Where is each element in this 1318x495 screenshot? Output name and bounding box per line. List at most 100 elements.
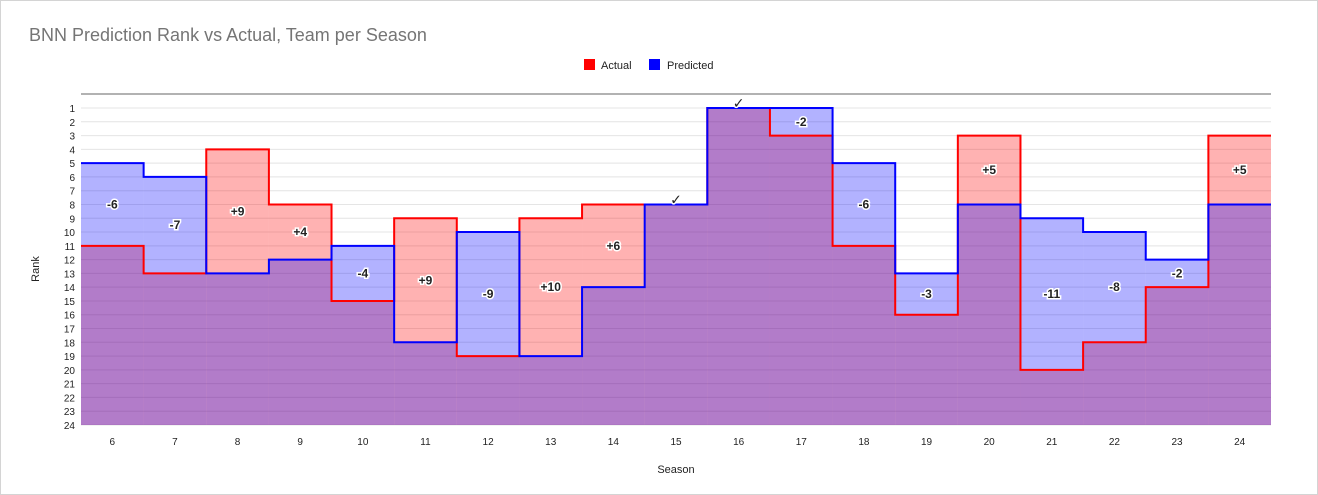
line-predicted xyxy=(81,107,1271,358)
data-label-6: -6 xyxy=(107,197,118,211)
x-tick-label-12: 12 xyxy=(483,437,495,448)
area-actual-14 xyxy=(582,204,645,425)
x-tick-label-9: 9 xyxy=(297,437,303,448)
data-label-11: +9 xyxy=(419,273,433,287)
area-predicted-19 xyxy=(895,273,958,425)
data-label-18: -6 xyxy=(859,197,870,211)
data-labels: -6 -7 +9 +4 -4 +9 -9 +10 +6 ✓ ✓ -2 -6 -3 +5 -11 -8 -2 +5 xyxy=(105,94,1248,303)
y-tick-label-21: 21 xyxy=(64,380,76,391)
x-tick-label-23: 23 xyxy=(1171,437,1183,448)
series-lines xyxy=(81,107,1271,371)
chart-title: BNN Prediction Rank vs Actual, Team per … xyxy=(29,25,427,45)
area-predicted-22 xyxy=(1083,232,1146,425)
area-actual-17 xyxy=(769,135,833,425)
plot-areas xyxy=(81,108,1271,425)
area-actual-20 xyxy=(957,135,1021,425)
x-tick-label-17: 17 xyxy=(796,437,808,448)
x-tick-label-10: 10 xyxy=(357,437,369,448)
y-tick-label-17: 17 xyxy=(64,325,76,336)
y-tick-label-10: 10 xyxy=(64,228,76,239)
data-label-16: ✓ xyxy=(733,95,745,111)
y-tick-label-2: 2 xyxy=(69,118,75,129)
x-tick-label-19: 19 xyxy=(921,437,933,448)
area-predicted-15 xyxy=(644,204,708,425)
x-tick-label-22: 22 xyxy=(1109,437,1121,448)
y-tick-label-9: 9 xyxy=(69,214,75,225)
x-tick-label-6: 6 xyxy=(110,437,116,448)
data-label-23: -2 xyxy=(1172,266,1183,280)
data-label-10: -4 xyxy=(358,266,369,280)
data-label-24: +5 xyxy=(1233,163,1247,177)
data-label-15: ✓ xyxy=(670,191,682,207)
data-label-13: +10 xyxy=(541,280,562,294)
y-tick-label-16: 16 xyxy=(64,311,76,322)
y-tick-label-7: 7 xyxy=(69,187,75,198)
area-predicted-11 xyxy=(394,342,457,425)
legend-swatch-actual xyxy=(584,59,595,70)
data-label-14: +6 xyxy=(607,239,621,253)
x-axis-ticks: 6 7 8 9 10 11 12 13 14 15 16 17 18 19 20 21 22 23 24 xyxy=(110,437,1246,448)
y-tick-label-11: 11 xyxy=(65,242,76,253)
y-tick-label-18: 18 xyxy=(64,338,76,349)
area-predicted-18 xyxy=(832,163,896,425)
legend: Actual Predicted xyxy=(584,59,713,72)
data-label-12: -9 xyxy=(483,287,494,301)
y-tick-label-3: 3 xyxy=(69,132,75,143)
area-predicted-16 xyxy=(707,108,770,425)
area-actual-23 xyxy=(1145,287,1209,425)
area-actual-13 xyxy=(519,218,583,425)
data-label-22: -8 xyxy=(1109,280,1120,294)
x-tick-label-14: 14 xyxy=(608,437,620,448)
area-actual-11 xyxy=(394,218,457,425)
y-axis-title: Rank xyxy=(30,256,42,282)
y-tick-label-19: 19 xyxy=(64,352,76,363)
y-tick-label-8: 8 xyxy=(69,200,75,211)
y-tick-label-23: 23 xyxy=(64,407,76,418)
y-tick-label-14: 14 xyxy=(64,283,76,294)
area-predicted-8 xyxy=(206,273,269,425)
data-label-8: +9 xyxy=(231,204,245,218)
y-tick-label-24: 24 xyxy=(64,421,76,432)
legend-swatch-predicted xyxy=(649,59,660,70)
legend-item-predicted[interactable]: Predicted xyxy=(649,59,713,72)
area-predicted-13 xyxy=(519,356,583,425)
x-tick-label-7: 7 xyxy=(172,437,178,448)
y-tick-label-22: 22 xyxy=(64,393,76,404)
x-tick-label-11: 11 xyxy=(420,437,431,448)
area-predicted-9 xyxy=(268,259,332,425)
data-label-7: -7 xyxy=(170,218,181,232)
x-tick-label-24: 24 xyxy=(1234,437,1246,448)
area-actual-9 xyxy=(268,204,332,425)
legend-item-actual[interactable]: Actual xyxy=(584,59,632,72)
area-actual-6 xyxy=(81,245,144,425)
area-predicted-6 xyxy=(81,163,144,425)
area-actual-15 xyxy=(644,204,708,425)
x-tick-label-15: 15 xyxy=(670,437,682,448)
y-tick-label-5: 5 xyxy=(69,159,75,170)
area-actual-19 xyxy=(895,314,958,425)
y-tick-label-1: 1 xyxy=(69,104,75,115)
area-predicted-10 xyxy=(331,245,395,425)
y-tick-label-4: 4 xyxy=(69,145,75,156)
area-predicted-23 xyxy=(1145,259,1209,425)
x-axis-title: Season xyxy=(657,464,694,476)
y-tick-label-13: 13 xyxy=(64,269,76,280)
area-actual-18 xyxy=(832,245,896,425)
area-predicted-24 xyxy=(1208,204,1271,425)
area-predicted-7 xyxy=(143,176,207,425)
area-predicted-12 xyxy=(456,232,520,425)
y-tick-label-15: 15 xyxy=(64,297,76,308)
x-tick-label-8: 8 xyxy=(235,437,241,448)
gridlines xyxy=(81,107,1271,426)
data-label-21: -11 xyxy=(1043,287,1060,301)
y-tick-label-20: 20 xyxy=(64,366,76,377)
area-actual-7 xyxy=(143,273,207,425)
area-predicted-20 xyxy=(957,204,1021,425)
x-tick-label-21: 21 xyxy=(1046,437,1058,448)
legend-label-actual: Actual xyxy=(601,60,632,72)
area-predicted-14 xyxy=(582,287,645,425)
x-tick-label-13: 13 xyxy=(545,437,557,448)
